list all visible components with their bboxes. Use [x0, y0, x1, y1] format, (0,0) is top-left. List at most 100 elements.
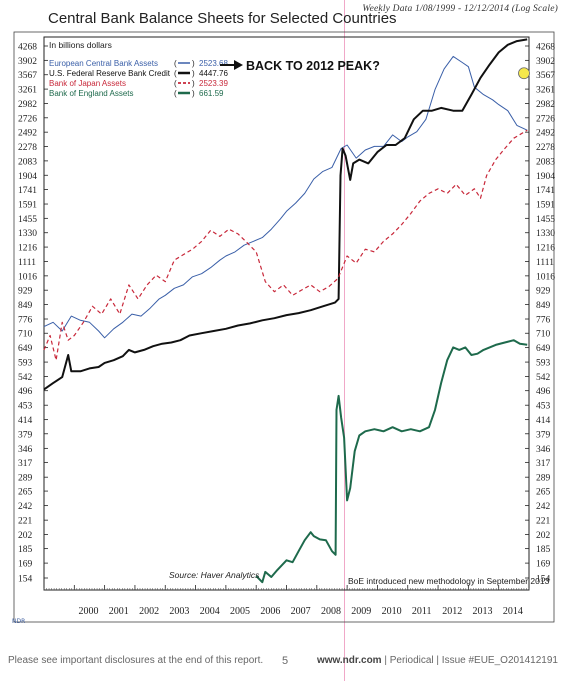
y-tick-label-left: 414	[18, 416, 33, 426]
y-tick-label-left: 4268	[18, 43, 37, 53]
y-tick-label-right: 202	[536, 531, 551, 541]
outer-frame	[13, 31, 555, 623]
x-tick-label: 2000	[78, 606, 98, 617]
y-tick-label-left: 169	[18, 560, 33, 570]
y-tick-label-left: 593	[18, 359, 33, 369]
y-tick-label-right: 776	[536, 316, 551, 326]
y-tick-label-right: 1016	[536, 272, 555, 282]
legend-bracket-open: (	[174, 69, 177, 78]
legend-label: Bank of Japan Assets	[49, 79, 126, 88]
legend-bracket-close: )	[192, 69, 195, 78]
x-tick-label: 2005	[230, 606, 250, 617]
y-tick-label-left: 2278	[18, 143, 37, 153]
y-tick-label-right: 185	[536, 545, 551, 555]
y-tick-label-left: 317	[18, 459, 33, 469]
y-tick-label-left: 1741	[18, 186, 37, 196]
y-tick-label-right: 2982	[536, 100, 555, 110]
y-tick-label-left: 710	[18, 330, 33, 340]
legend-label: European Central Bank Assets	[49, 59, 158, 68]
y-tick-label-right: 1111	[536, 258, 554, 268]
peak-marker	[518, 67, 530, 80]
y-tick-label-right: 346	[536, 445, 551, 455]
brand-logo: NDR	[12, 618, 26, 625]
unit-label: In billions dollars	[49, 40, 112, 50]
y-tick-label-right: 496	[536, 387, 551, 397]
x-tick-label: 2014	[503, 606, 523, 617]
x-tick-label: 2006	[260, 606, 280, 617]
y-tick-label-right: 317	[536, 459, 551, 469]
y-tick-label-left: 2726	[18, 114, 37, 124]
x-tick-label: 2012	[442, 606, 462, 617]
y-tick-label-right: 154	[536, 575, 551, 585]
footer-site-link[interactable]: www.ndr.com	[316, 655, 382, 666]
y-tick-label-left: 1904	[18, 172, 37, 182]
y-tick-label-right: 169	[536, 560, 551, 570]
note-label: BoE introduced new methodology in Septem…	[348, 576, 550, 586]
y-tick-label-left: 265	[18, 488, 33, 498]
y-tick-label-right: 929	[536, 287, 551, 297]
x-tick-label: 2010	[382, 606, 402, 617]
y-tick-label-left: 185	[18, 545, 33, 555]
y-tick-label-right: 265	[536, 488, 551, 498]
legend-bracket-open: (	[174, 89, 177, 98]
y-tick-label-right: 4268	[536, 43, 555, 53]
page-number: 5	[282, 655, 289, 667]
series-line-european-central-bank-assets	[43, 55, 528, 339]
legend-bracket-open: (	[174, 59, 177, 68]
x-tick-label: 2008	[321, 606, 341, 617]
y-tick-label-right: 849	[536, 301, 551, 311]
x-tick-label: 2009	[351, 606, 371, 617]
series-line-bank-of-england-assets	[255, 339, 528, 584]
y-tick-label-left: 242	[18, 502, 33, 512]
source-label: Source: Haver Analytics	[169, 570, 260, 580]
legend-value: 2523.68	[199, 59, 228, 68]
x-tick-label: 2004	[200, 606, 220, 617]
series-line-u-s-federal-reserve-bank-credit	[43, 38, 528, 391]
y-tick-label-left: 379	[18, 430, 33, 440]
y-tick-label-left: 1330	[18, 229, 37, 239]
y-tick-label-left: 3567	[18, 71, 37, 81]
y-tick-label-left: 2982	[18, 100, 37, 110]
y-tick-label-left: 289	[18, 474, 33, 484]
legend-value: 2523.39	[199, 79, 228, 88]
y-tick-label-left: 154	[18, 575, 33, 585]
footer-publication: www.ndr.com | Periodical | Issue #EUE_O2…	[317, 655, 558, 666]
y-tick-label-left: 1111	[18, 258, 36, 268]
y-tick-label-right: 1591	[536, 201, 555, 211]
footer-disclosure[interactable]: Please see important disclosures at the …	[8, 655, 264, 666]
legend-bracket-close: )	[192, 59, 195, 68]
y-tick-label-right: 3902	[536, 57, 555, 67]
x-tick-label: 2001	[109, 606, 129, 617]
y-tick-label-left: 3902	[18, 57, 37, 67]
y-tick-label-right: 2726	[536, 114, 555, 124]
y-tick-label-right: 1904	[536, 172, 555, 182]
y-tick-label-right: 289	[536, 474, 551, 484]
legend-value: 661.59	[199, 89, 224, 98]
chart-title: Central Bank Balance Sheets for Selected…	[48, 10, 397, 27]
y-tick-label-left: 1216	[18, 244, 37, 254]
x-tick-label: 2007	[291, 606, 311, 617]
y-tick-label-left: 649	[18, 344, 33, 354]
y-tick-label-right: 3567	[536, 71, 555, 81]
y-tick-label-right: 453	[536, 402, 551, 412]
y-tick-label-right: 1216	[536, 244, 555, 254]
y-tick-label-right: 1330	[536, 229, 555, 239]
legend-bracket-close: )	[192, 89, 195, 98]
x-tick-label: 2003	[169, 606, 189, 617]
y-tick-label-right: 593	[536, 359, 551, 369]
y-tick-label-left: 776	[18, 316, 33, 326]
y-tick-label-right: 2083	[536, 157, 555, 167]
plot-frame	[43, 36, 530, 591]
y-tick-label-right: 542	[536, 373, 551, 383]
y-tick-label-right: 221	[536, 517, 551, 527]
y-tick-label-left: 221	[18, 517, 33, 527]
legend-bracket-open: (	[174, 79, 177, 88]
y-tick-label-left: 1016	[18, 272, 37, 282]
legend-bracket-close: )	[192, 79, 195, 88]
y-tick-label-right: 3261	[536, 86, 555, 96]
y-tick-label-left: 929	[18, 287, 33, 297]
series-line-bank-of-japan-assets	[43, 129, 528, 361]
annotation-text: BACK TO 2012 PEAK?	[246, 59, 380, 73]
x-tick-label: 2013	[473, 606, 493, 617]
y-tick-label-left: 542	[18, 373, 33, 383]
